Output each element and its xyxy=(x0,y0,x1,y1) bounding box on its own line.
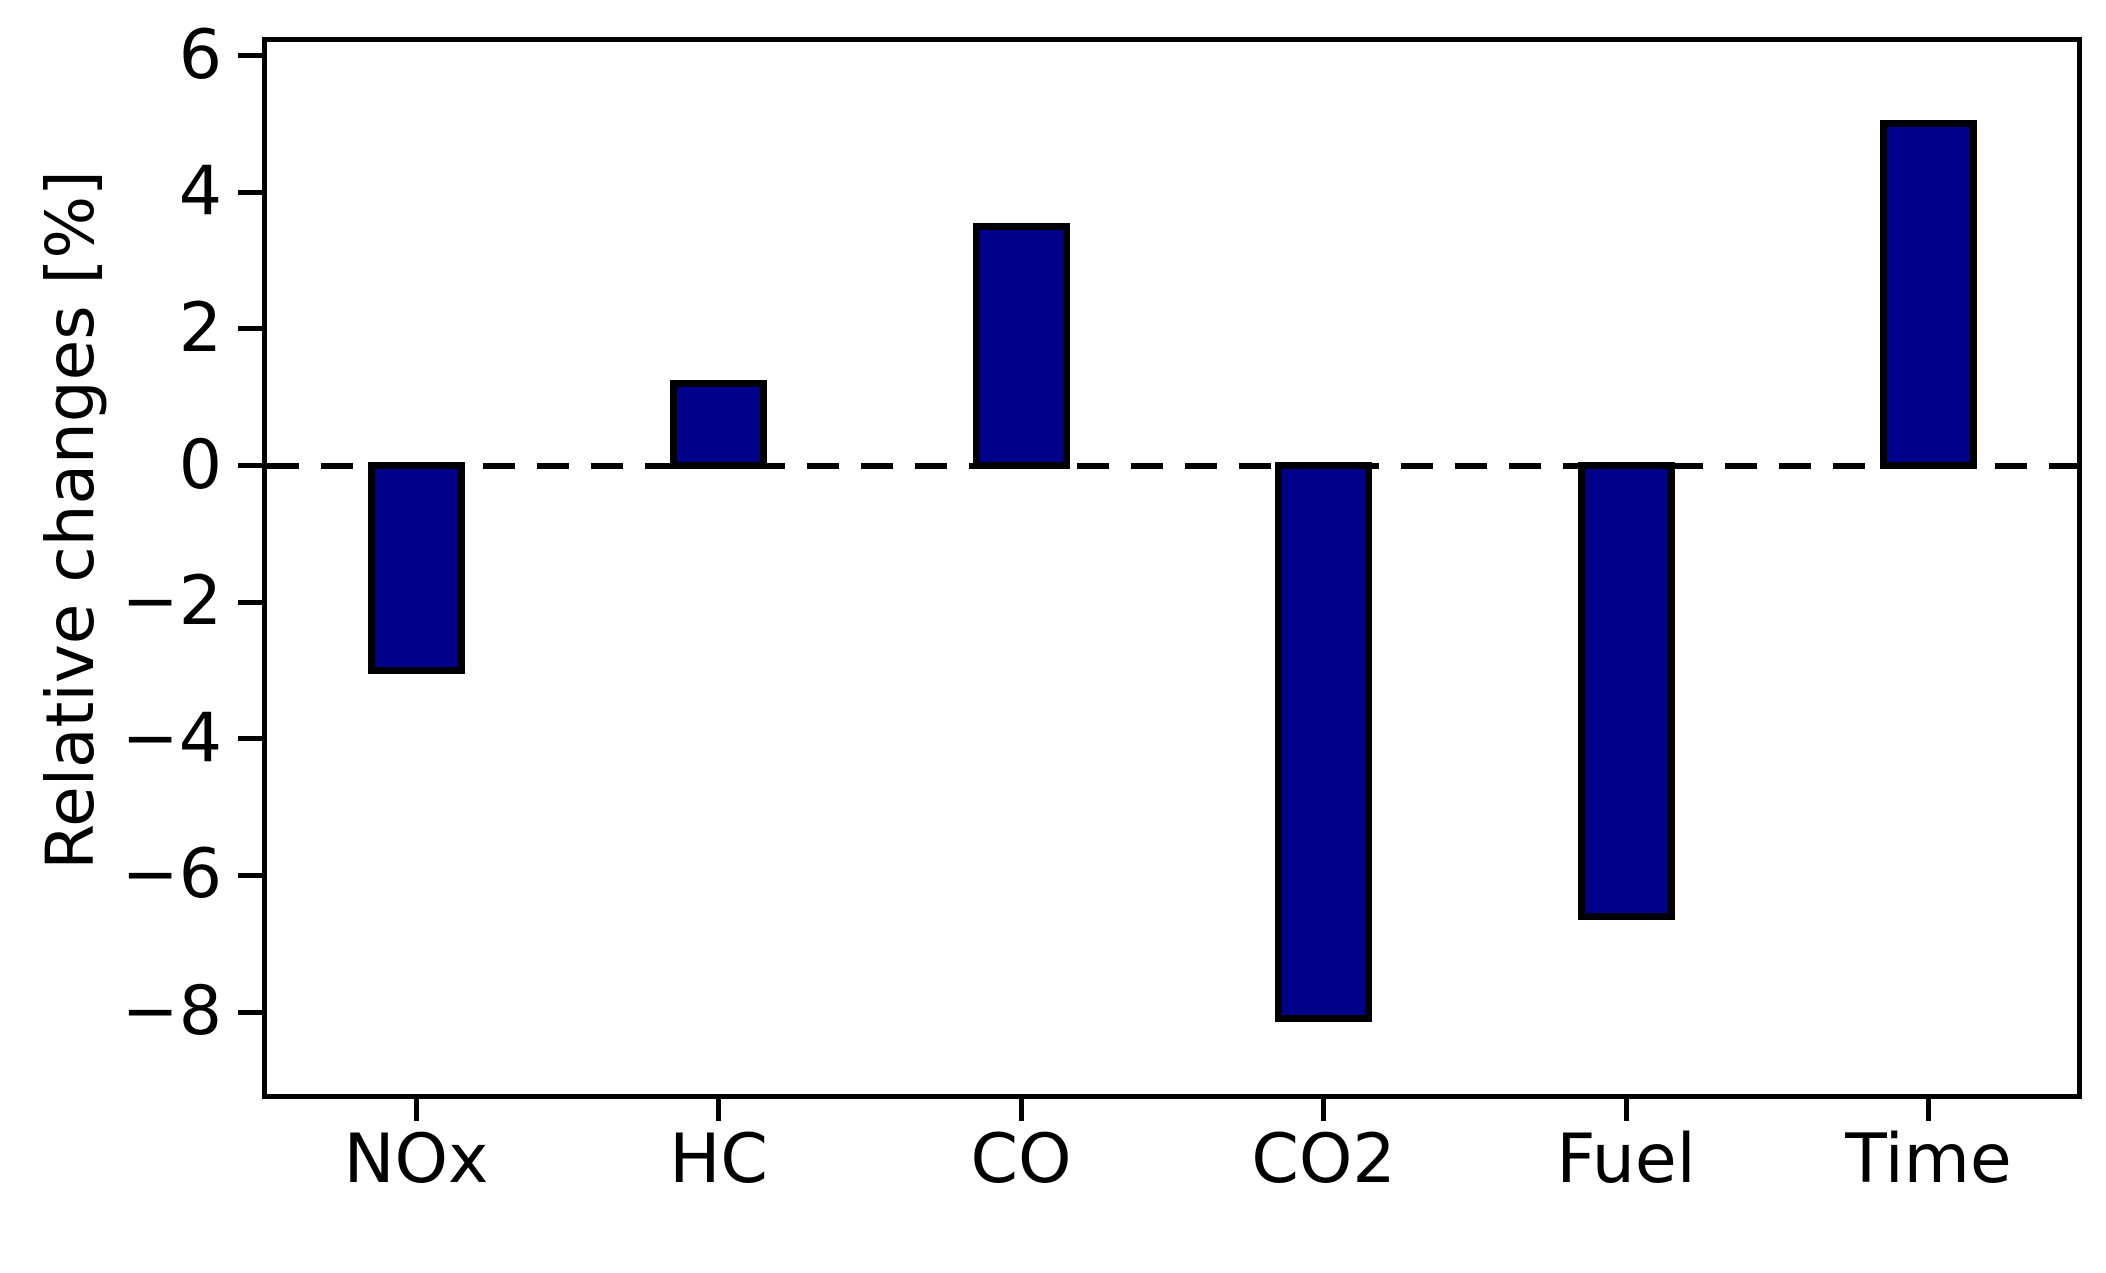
x-tick-label-Fuel: Fuel xyxy=(1556,1120,1696,1199)
x-tick-label-CO: CO xyxy=(970,1120,1072,1199)
y-tick-label: −6 xyxy=(121,835,222,915)
y-tick-mark xyxy=(238,599,262,605)
bar-HC xyxy=(670,380,767,470)
y-tick-mark xyxy=(238,736,262,742)
x-tick-label-HC: HC xyxy=(669,1120,768,1199)
y-tick-mark xyxy=(238,53,262,59)
bar-Time xyxy=(1880,120,1977,470)
x-tick-mark xyxy=(1018,1097,1024,1121)
x-tick-mark xyxy=(413,1097,419,1121)
x-tick-label-Time: Time xyxy=(1845,1120,2012,1199)
x-tick-label-CO2: CO2 xyxy=(1251,1120,1396,1199)
y-tick-label: −2 xyxy=(121,562,222,642)
y-tick-label: −8 xyxy=(121,972,222,1052)
bar-NOx xyxy=(367,462,465,674)
x-tick-label-NOx: NOx xyxy=(343,1120,489,1199)
bar-Fuel xyxy=(1577,462,1675,920)
x-tick-mark xyxy=(1926,1097,1931,1121)
x-tick-mark xyxy=(1623,1097,1629,1121)
bar-CO xyxy=(972,222,1070,470)
plot-area xyxy=(262,37,2082,1099)
y-tick-mark xyxy=(238,326,262,332)
y-tick-label: 6 xyxy=(178,15,222,95)
y-tick-mark xyxy=(238,463,262,469)
y-tick-mark xyxy=(238,1009,262,1015)
y-tick-mark xyxy=(238,872,262,878)
x-tick-mark xyxy=(1321,1097,1326,1121)
y-tick-label: −4 xyxy=(121,698,222,778)
y-tick-label: 4 xyxy=(178,152,222,232)
y-tick-mark xyxy=(238,189,262,195)
y-tick-label: 0 xyxy=(178,425,222,505)
y-tick-label: 2 xyxy=(178,288,222,368)
x-tick-mark xyxy=(716,1097,721,1121)
bar-CO2 xyxy=(1275,462,1372,1023)
zero-dashed-line xyxy=(267,462,2077,469)
